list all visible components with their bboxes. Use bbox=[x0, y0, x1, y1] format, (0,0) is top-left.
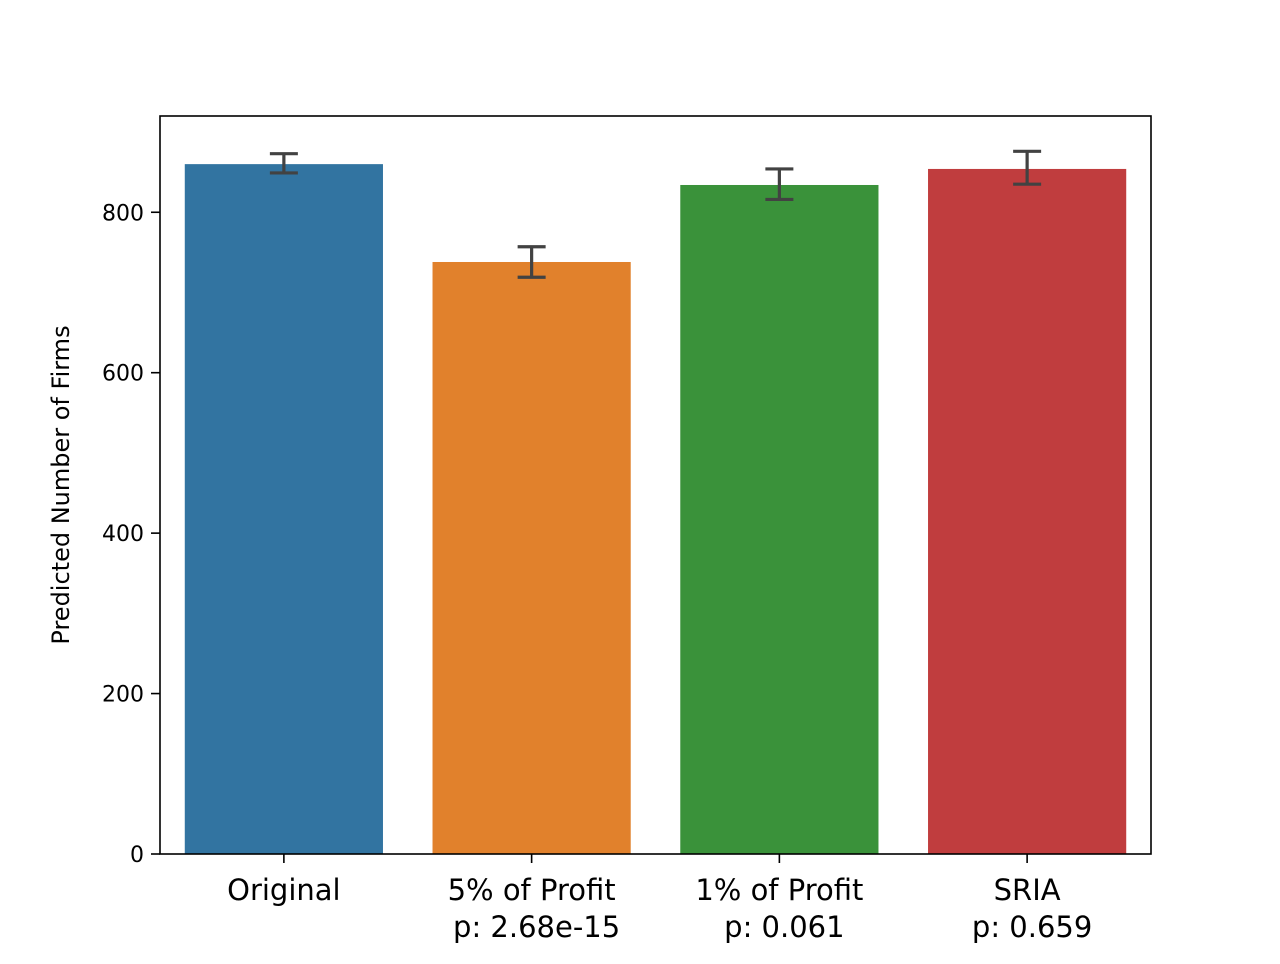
y-tick-label-3: 600 bbox=[102, 362, 144, 387]
plot-frame bbox=[159, 115, 1152, 855]
x-tick-label-0: Original bbox=[227, 873, 340, 907]
bar-3 bbox=[928, 168, 1127, 854]
bars-layer bbox=[184, 164, 1127, 855]
error-bars-layer bbox=[269, 149, 1042, 279]
x-tick-sublabel-3: p: 0.659 bbox=[972, 910, 1092, 944]
x-tick-sublabel-1: p: 2.68e-15 bbox=[453, 910, 620, 944]
x-tick-label-2: 1% of Profit bbox=[695, 873, 863, 907]
bar-0 bbox=[184, 164, 383, 854]
bar-2 bbox=[680, 184, 879, 855]
y-tick-label-1: 200 bbox=[102, 683, 144, 708]
y-tick-label-0: 0 bbox=[130, 843, 144, 868]
y-tick-label-2: 400 bbox=[102, 522, 144, 547]
x-tick-label-1: 5% of Profit bbox=[448, 873, 616, 907]
bar-1 bbox=[432, 261, 631, 854]
y-axis-label: Predicted Number of Firms bbox=[47, 325, 75, 644]
y-axis: 0 200 400 600 800 bbox=[102, 201, 160, 868]
x-tick-sublabel-2: p: 0.061 bbox=[724, 910, 844, 944]
x-tick-label-3: SRIA bbox=[994, 873, 1061, 907]
y-tick-label-4: 800 bbox=[102, 201, 144, 226]
